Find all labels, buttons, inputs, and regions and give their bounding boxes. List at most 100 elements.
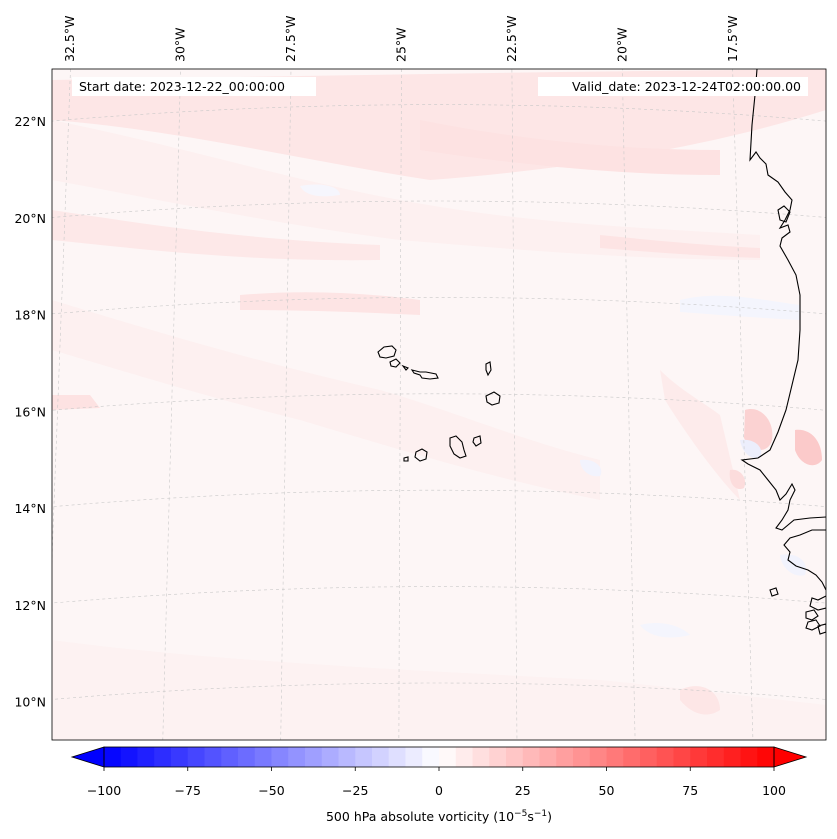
longitude-label: 27.5°W xyxy=(283,16,298,62)
colorbar-tick-label: −25 xyxy=(342,783,368,798)
vorticity-band xyxy=(52,210,380,261)
longitude-gridline xyxy=(511,69,518,740)
coastline-island xyxy=(805,609,819,621)
map-frame xyxy=(51,68,827,741)
colorbar-cell xyxy=(589,747,607,767)
colorbar-cell xyxy=(489,747,507,767)
latitude-label: 18°N xyxy=(14,308,46,323)
coastlines xyxy=(377,69,826,635)
colorbar-cell xyxy=(238,747,256,767)
colorbar-tick-label: 50 xyxy=(599,783,615,798)
island-santa-luzia xyxy=(401,364,409,371)
longitude-label: 30°W xyxy=(173,27,188,62)
colorbar-cell xyxy=(757,747,775,767)
colorbar-cell xyxy=(288,747,306,767)
negative-vorticity-patch xyxy=(300,184,340,197)
island-brava xyxy=(403,456,409,462)
negative-vorticity-patch xyxy=(780,554,806,576)
colorbar-cell xyxy=(355,747,373,767)
island-sao-vicente xyxy=(389,358,401,368)
colorbar-tick-label: −50 xyxy=(258,783,284,798)
colorbar-cell xyxy=(506,747,524,767)
vorticity-band xyxy=(600,235,760,258)
island-sal xyxy=(485,361,492,377)
colorbar-cell xyxy=(640,747,658,767)
latitude-gridline xyxy=(52,104,826,122)
coastline-island xyxy=(805,619,821,631)
vorticity-band xyxy=(660,370,740,500)
coastline-island xyxy=(777,205,791,223)
latitude-label: 16°N xyxy=(14,404,46,419)
coastline-africa xyxy=(809,595,826,611)
vorticity-band xyxy=(52,395,100,410)
island-fogo xyxy=(414,448,428,462)
longitude-gridline xyxy=(280,69,292,740)
colorbar-cell xyxy=(305,747,323,767)
colorbar-tick-label: 0 xyxy=(435,783,443,798)
coastline-africa xyxy=(740,69,826,531)
vorticity-blob xyxy=(795,429,822,466)
colorbar-cell xyxy=(321,747,339,767)
colorbar-cell xyxy=(522,747,540,767)
colorbar-cell xyxy=(723,747,741,767)
longitude-gridline xyxy=(622,69,636,740)
negative-vorticity-patch xyxy=(640,623,690,638)
latitude-gridline xyxy=(52,489,826,507)
coastline-island xyxy=(769,587,779,597)
colorbar: −100 −75 −50 −25 0 25 50 75 100 500 hPa absolute… xyxy=(70,746,808,824)
colorbar-cell xyxy=(271,747,289,767)
vorticity-band xyxy=(420,120,720,175)
colorbar-cell xyxy=(422,747,440,767)
longitude-gridline xyxy=(162,69,181,740)
colorbar-cell xyxy=(707,747,725,767)
colorbar-cell xyxy=(187,747,205,767)
colorbar-cell xyxy=(221,747,239,767)
vorticity-band xyxy=(240,292,420,315)
island-santo-antao xyxy=(377,345,397,359)
longitude-label: 32.5°W xyxy=(62,16,77,62)
colorbar-tick-label: 75 xyxy=(682,783,698,798)
colorbar-cell xyxy=(372,747,390,767)
colorbar-cell xyxy=(154,747,172,767)
latitude-gridline xyxy=(52,586,826,604)
colorbar-cell xyxy=(740,747,758,767)
island-sao-nicolau xyxy=(410,369,439,380)
vorticity-blob xyxy=(729,469,746,490)
colorbar-extend-min xyxy=(70,746,105,768)
latitude-labels: 22°N 20°N 18°N 16°N 14°N 12°N 10°N xyxy=(14,114,46,709)
colorbar-tick-label: −75 xyxy=(175,783,201,798)
latitude-label: 14°N xyxy=(14,501,46,516)
coastline-island xyxy=(817,623,826,635)
vorticity-blob xyxy=(680,686,720,715)
latitude-gridline xyxy=(52,297,826,315)
valid-date-annotation: Valid_date: 2023-12-24T02:00:00.00 xyxy=(538,77,808,96)
colorbar-cells xyxy=(104,747,775,767)
vorticity-field xyxy=(52,69,826,740)
start-date-annotation: Start date: 2023-12-22_00:00:00 xyxy=(72,77,316,96)
colorbar-label: 500 hPa absolute vorticity (10−5s−1) xyxy=(326,809,552,824)
colorbar-cell xyxy=(104,747,122,767)
colorbar-cell xyxy=(573,747,591,767)
colorbar-cell xyxy=(623,747,641,767)
island-santiago xyxy=(449,435,467,459)
colorbar-cell xyxy=(204,747,222,767)
colorbar-cell xyxy=(405,747,423,767)
negative-vorticity-patch xyxy=(580,459,602,477)
longitude-label: 20°W xyxy=(614,27,629,62)
latitude-gridline xyxy=(52,200,826,218)
start-date-text: Start date: 2023-12-22_00:00:00 xyxy=(79,79,285,94)
latitude-label: 12°N xyxy=(14,598,46,613)
colorbar-cell xyxy=(338,747,356,767)
colorbar-cell xyxy=(171,747,189,767)
longitude-labels: 32.5°W 30°W 27.5°W 25°W 22.5°W 20°W 17.5°W xyxy=(62,16,740,62)
colorbar-cell xyxy=(388,747,406,767)
colorbar-cell xyxy=(656,747,674,767)
colorbar-cell xyxy=(439,747,457,767)
vorticity-band xyxy=(52,300,600,500)
valid-date-text: Valid_date: 2023-12-24T02:00:00.00 xyxy=(572,79,801,94)
colorbar-ticks: −100 −75 −50 −25 0 25 50 75 100 xyxy=(87,767,786,798)
longitude-label: 22.5°W xyxy=(504,16,519,62)
longitude-gridline xyxy=(398,69,402,740)
